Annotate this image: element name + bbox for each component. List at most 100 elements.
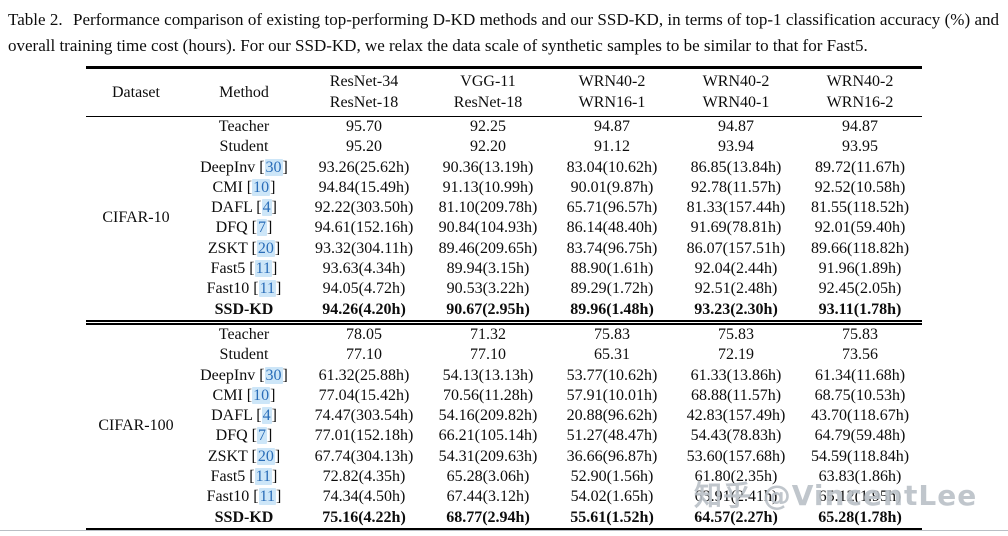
value-cell: 75.83 bbox=[718, 325, 754, 343]
value-cell: 93.95 bbox=[842, 138, 878, 156]
citation-open-bracket: [ bbox=[252, 199, 262, 217]
citation-number[interactable]: 4 bbox=[261, 199, 272, 217]
method-name: DAFL bbox=[211, 199, 253, 217]
teacher-model: WRN40-2 bbox=[826, 73, 894, 90]
citation-open-bracket: [ bbox=[245, 468, 255, 486]
value-cell: 53.77(10.62h) bbox=[566, 366, 658, 384]
citation-open-bracket: [ bbox=[252, 407, 262, 425]
citation-open-bracket: [ bbox=[247, 427, 257, 445]
table-caption-text: Performance comparison of existing top-p… bbox=[8, 10, 1000, 55]
table-row: SSD-KD 75.16(4.22h) 68.77(2.94h) 55.61(1.52… bbox=[86, 508, 922, 530]
value-cell: 94.84(15.49h) bbox=[318, 178, 410, 196]
value-cell: 70.56(11.28h) bbox=[442, 386, 534, 404]
value-cell: 63.83(1.86h) bbox=[818, 468, 902, 486]
value-cell: 53.60(157.68h) bbox=[686, 447, 786, 465]
value-cell: 94.87 bbox=[718, 118, 754, 135]
table-row: DeepInv [30] 61.32(25.88h) 54.13(13.13h) 53… bbox=[86, 366, 922, 386]
table-row: DeepInv [30] 93.26(25.62h) 90.36(13.19h) 83… bbox=[86, 158, 922, 178]
value-cell: 89.94(3.15h) bbox=[446, 260, 530, 278]
value-cell: 67.44(3.12h) bbox=[446, 488, 530, 506]
value-cell: 61.34(11.68h) bbox=[814, 366, 906, 384]
citation-number[interactable]: 30 bbox=[264, 158, 283, 176]
value-cell: 65.71(96.57h) bbox=[566, 199, 658, 217]
table-row: DFQ [7] 77.01(152.18h) 66.21(105.14h) 51.27… bbox=[86, 426, 922, 446]
method-cell: Fast5 [11] bbox=[186, 259, 302, 279]
citation-number[interactable]: 20 bbox=[256, 239, 275, 257]
value-cell: 61.80(2.35h) bbox=[694, 468, 778, 486]
value-cell: 67.74(304.13h) bbox=[314, 447, 414, 465]
citation-number[interactable]: 11 bbox=[254, 260, 273, 278]
section-cifar-100: CIFAR-100 Teacher 78.05 71.32 75.83 75.83 75.8… bbox=[86, 322, 922, 529]
citation-close-bracket: ] bbox=[272, 468, 278, 486]
table-row: SSD-KD 94.26(4.20h) 90.67(2.95h) 89.96(1.48… bbox=[86, 299, 922, 325]
citation-open-bracket: [ bbox=[255, 366, 265, 384]
method-name: CMI bbox=[212, 386, 243, 404]
citation-number[interactable]: 10 bbox=[252, 178, 271, 196]
value-cell: 92.22(303.50h) bbox=[314, 199, 414, 217]
value-cell: 94.26(4.20h) bbox=[302, 299, 426, 325]
table-caption-label: Table 2. bbox=[8, 10, 63, 29]
citation-close-bracket: ] bbox=[274, 447, 281, 465]
student-model: ResNet-18 bbox=[329, 94, 399, 111]
value-cell: 36.66(96.87h) bbox=[566, 447, 658, 465]
student-model: WRN16-1 bbox=[578, 94, 646, 111]
citation-number[interactable]: 11 bbox=[254, 468, 273, 486]
method-name: Student bbox=[219, 138, 269, 156]
results-table: Dataset Method ResNet-34 ResNet-18 VGG-1… bbox=[86, 66, 922, 531]
value-cell: 89.66(118.82h) bbox=[810, 239, 910, 257]
header-method: Method bbox=[186, 66, 302, 117]
value-cell: 54.31(209.63h) bbox=[438, 447, 538, 465]
method-cell: DFQ [7] bbox=[186, 426, 302, 446]
value-cell: 83.04(10.62h) bbox=[566, 158, 658, 176]
method-cell: CMI [10] bbox=[186, 386, 302, 406]
value-cell: 55.61(1.52h) bbox=[570, 508, 654, 526]
table-row: CIFAR-10 Teacher 95.70 92.25 94.87 94.87 94.87 bbox=[86, 116, 922, 325]
method-cell: Fast5 [11] bbox=[186, 467, 302, 487]
value-cell: 54.16(209.82h) bbox=[438, 407, 538, 425]
table-caption: Table 2. Performance comparison of exist… bbox=[8, 7, 999, 59]
student-model: WRN40-1 bbox=[702, 94, 770, 111]
value-cell: 20.88(96.62h) bbox=[566, 407, 658, 425]
value-cell: 72.82(4.35h) bbox=[322, 468, 406, 486]
header-dataset: Dataset bbox=[86, 66, 186, 117]
method-name: DFQ bbox=[215, 219, 248, 237]
method-cell: Teacher bbox=[186, 322, 302, 345]
citation-number[interactable]: 11 bbox=[258, 488, 277, 506]
citation-number[interactable]: 11 bbox=[258, 280, 277, 298]
method-name: Fast5 bbox=[210, 468, 246, 486]
value-cell: 65.12(1.95h) bbox=[818, 488, 902, 506]
value-cell: 89.96(1.48h) bbox=[550, 299, 674, 325]
value-cell: 54.59(118.84h) bbox=[810, 447, 910, 465]
value-cell: 89.72(11.67h) bbox=[814, 158, 906, 176]
value-cell: 89.46(209.65h) bbox=[438, 239, 538, 257]
table-header: Dataset Method ResNet-34 ResNet-18 VGG-1… bbox=[86, 66, 922, 117]
value-cell: 52.90(1.56h) bbox=[570, 468, 654, 486]
citation-open-bracket: [ bbox=[249, 488, 259, 506]
value-cell: 90.84(104.93h) bbox=[438, 219, 538, 237]
value-cell: 95.20 bbox=[346, 138, 382, 156]
value-cell: 75.16(4.22h) bbox=[322, 508, 406, 526]
method-cell: Fast10 [11] bbox=[186, 487, 302, 507]
table-row: Fast5 [11] 72.82(4.35h) 65.28(3.06h) 52.90(… bbox=[86, 467, 922, 487]
citation-number[interactable]: 20 bbox=[256, 447, 275, 465]
citation-number[interactable]: 7 bbox=[257, 219, 267, 237]
value-cell: 93.26(25.62h) bbox=[318, 158, 410, 176]
method-name: Teacher bbox=[218, 325, 270, 343]
value-cell: 65.28(1.78h) bbox=[818, 508, 902, 526]
value-cell: 92.51(2.48h) bbox=[694, 280, 778, 298]
method-cell: Student bbox=[186, 137, 302, 157]
method-name: Fast5 bbox=[210, 260, 246, 278]
citation-close-bracket: ] bbox=[282, 366, 288, 384]
value-cell: 90.01(9.87h) bbox=[570, 178, 654, 196]
citation-number[interactable]: 30 bbox=[264, 366, 283, 384]
citation-number[interactable]: 10 bbox=[252, 386, 271, 404]
method-name: DeepInv bbox=[200, 158, 256, 176]
value-cell: 71.32 bbox=[470, 325, 506, 343]
citation-number[interactable]: 4 bbox=[261, 407, 272, 425]
citation-open-bracket: [ bbox=[255, 158, 265, 176]
method-cell: ZSKT [20] bbox=[186, 447, 302, 467]
citation-number[interactable]: 7 bbox=[257, 427, 267, 445]
table-row: DAFL [4] 74.47(303.54h) 54.16(209.82h) 20.8… bbox=[86, 406, 922, 426]
method-cell: DFQ [7] bbox=[186, 218, 302, 238]
value-cell: 61.32(25.88h) bbox=[318, 366, 410, 384]
